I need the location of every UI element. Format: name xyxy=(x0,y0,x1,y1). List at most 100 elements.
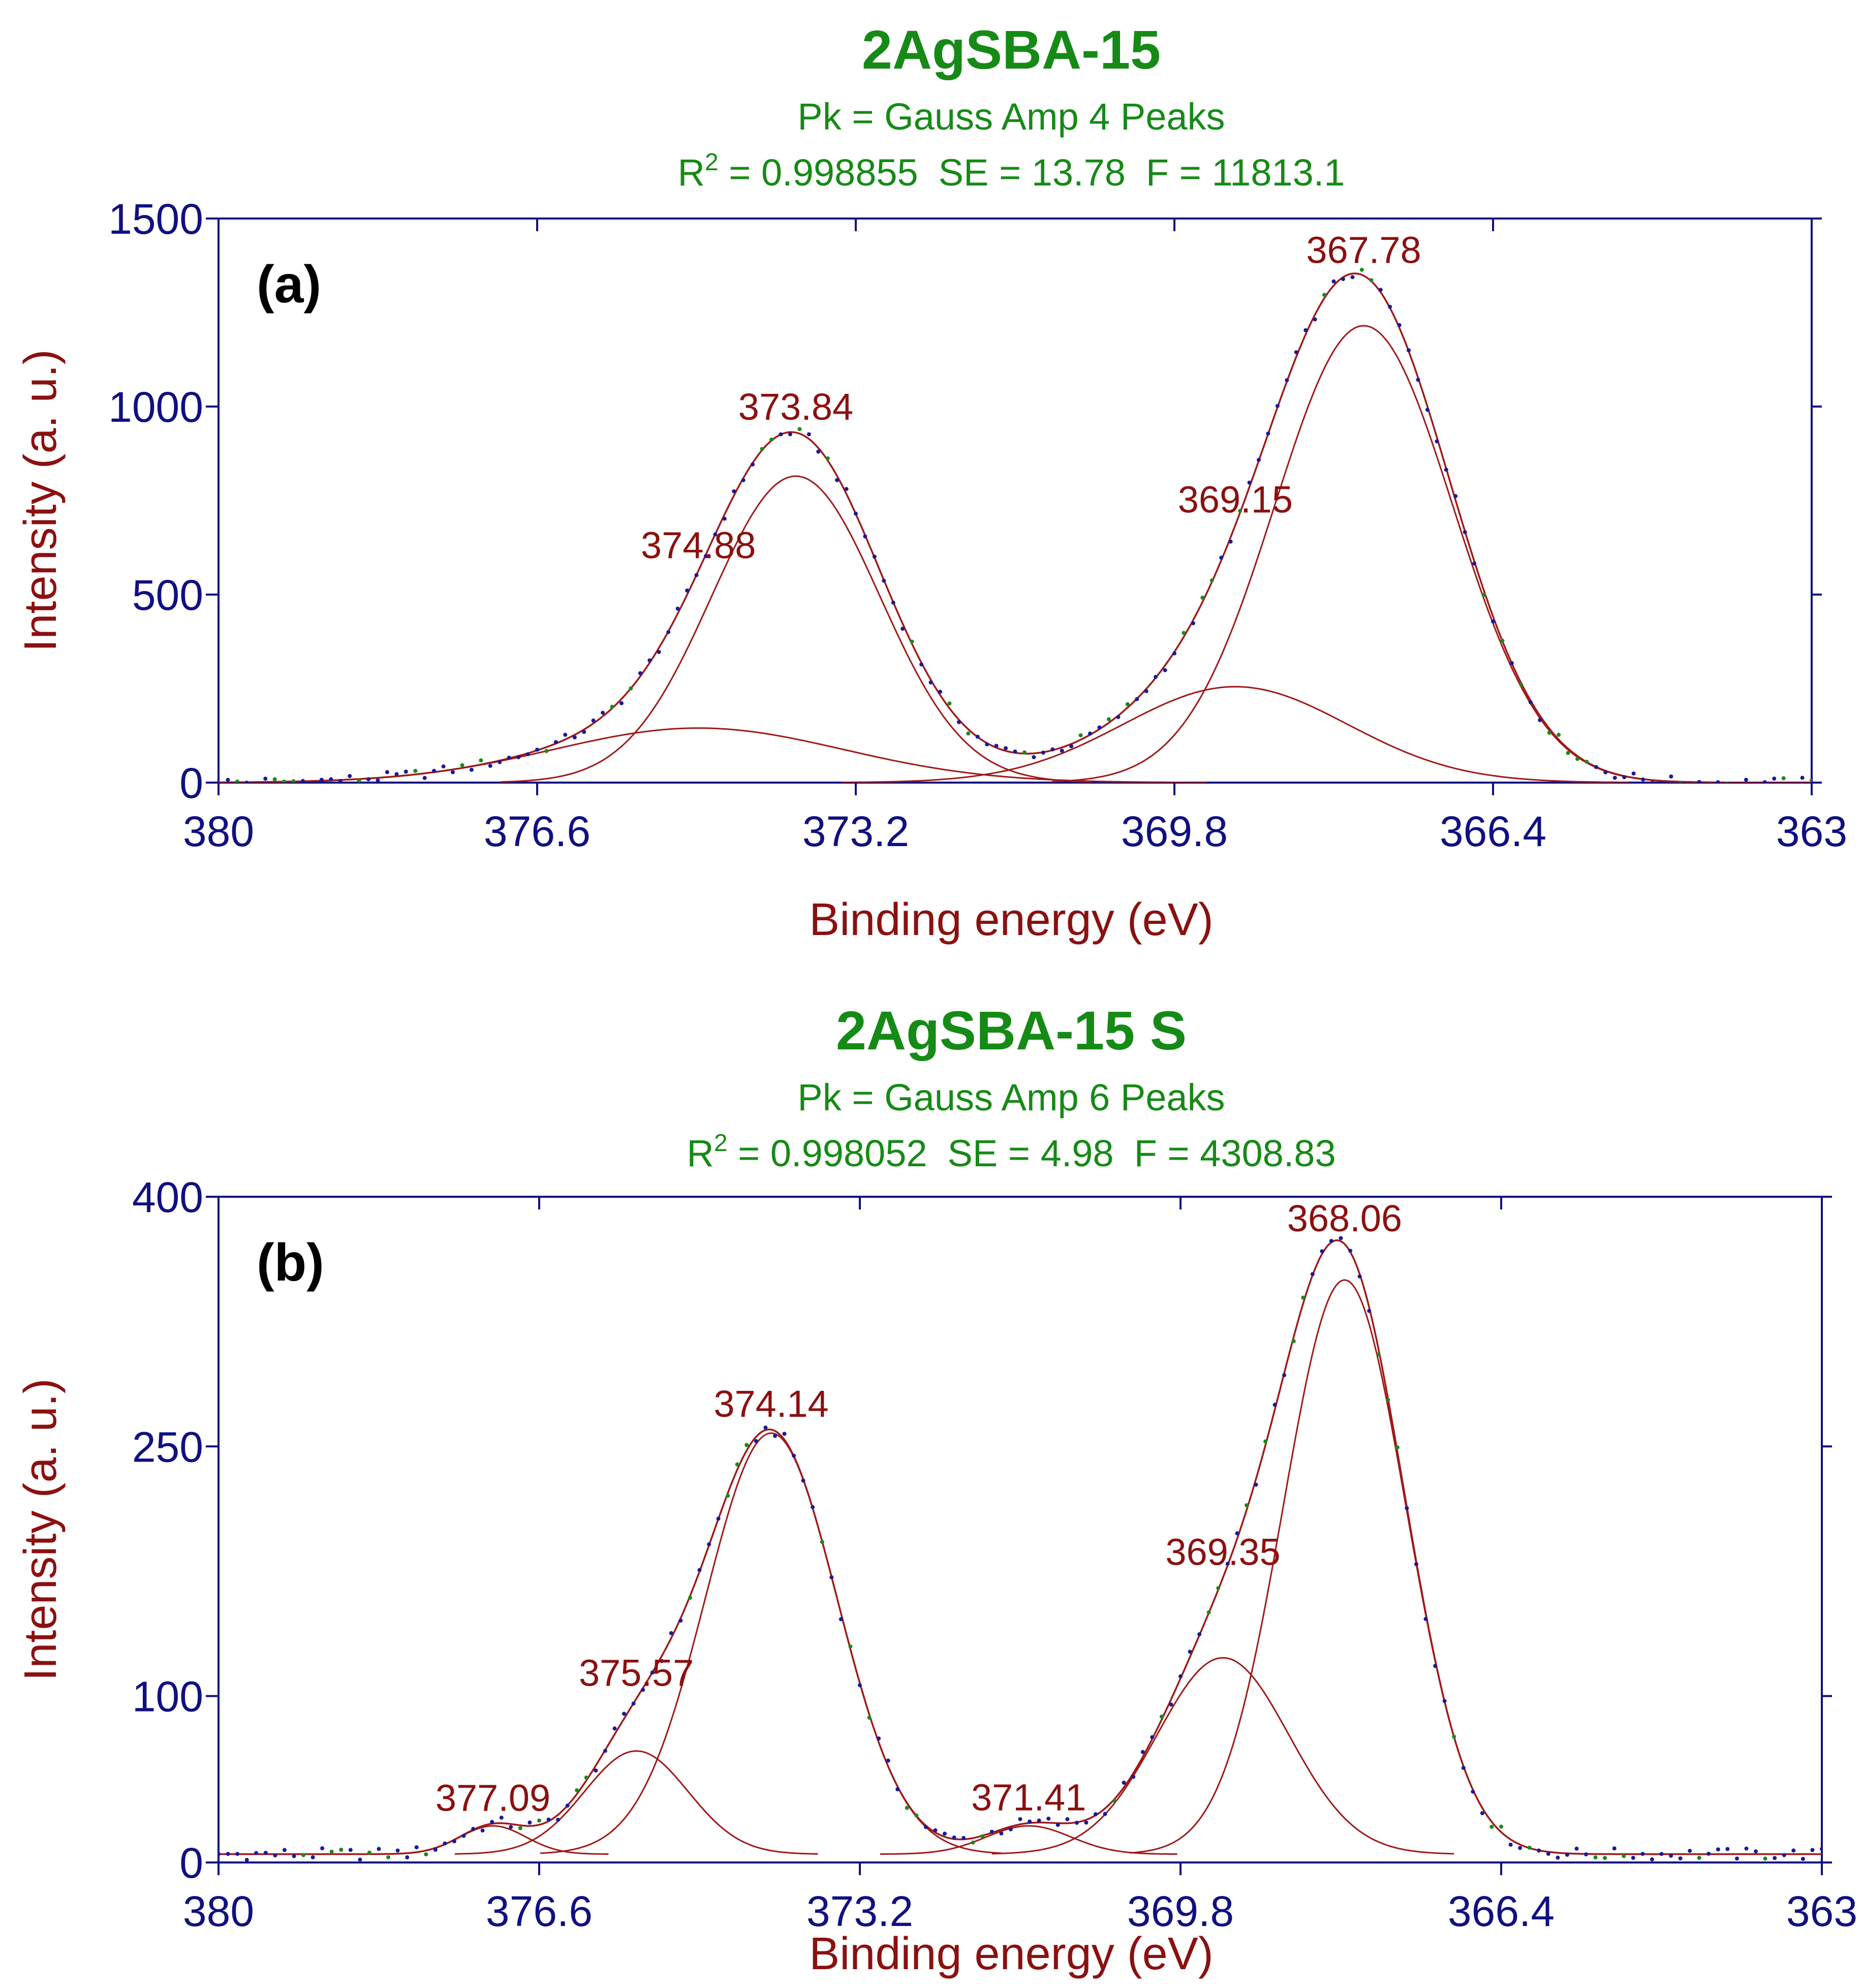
data-point xyxy=(751,462,755,467)
data-point xyxy=(882,578,886,583)
data-point xyxy=(1593,1855,1598,1859)
data-point xyxy=(631,1701,636,1706)
x-tick-label: 366.4 xyxy=(1448,1887,1555,1935)
data-point xyxy=(1088,731,1092,736)
data-point xyxy=(1254,1482,1258,1487)
data-point xyxy=(975,734,980,739)
data-point xyxy=(773,1434,777,1438)
data-point xyxy=(1820,1847,1822,1851)
data-point xyxy=(385,770,389,774)
data-point xyxy=(525,752,530,757)
data-point xyxy=(582,730,586,734)
data-point xyxy=(610,704,614,709)
data-point xyxy=(1266,431,1270,436)
data-point xyxy=(928,680,933,685)
data-point xyxy=(1716,780,1720,783)
data-point xyxy=(1566,751,1570,755)
data-point xyxy=(292,1854,296,1858)
se-value: SE = 13.78 xyxy=(939,151,1126,194)
data-point xyxy=(1631,1855,1635,1860)
data-point xyxy=(919,662,924,667)
data-point xyxy=(291,779,296,783)
data-point xyxy=(329,777,333,782)
data-point xyxy=(565,1804,570,1808)
chart-panel-b: 2AgSBA-15 S Pk = Gauss Amp 6 Peaks R2 = 0.… xyxy=(15,1000,1857,1979)
data-point xyxy=(1754,1849,1758,1854)
data-point xyxy=(319,778,324,782)
data-point xyxy=(1369,278,1374,283)
peak-label: 375.57 xyxy=(579,1652,694,1694)
data-point xyxy=(1556,1855,1560,1860)
data-point xyxy=(1631,771,1636,776)
data-point xyxy=(255,782,257,783)
data-point xyxy=(1423,1617,1428,1621)
data-point xyxy=(694,573,699,577)
data-point xyxy=(1388,304,1392,309)
x-tick-label: 369.8 xyxy=(1121,807,1228,855)
data-point xyxy=(1209,578,1214,583)
data-point xyxy=(1594,765,1598,769)
y-tick-label: 0 xyxy=(179,759,203,807)
data-point xyxy=(669,1631,673,1635)
fit-stats: R2 = 0.998855 SE = 13.78 F = 11813.1 xyxy=(678,149,1345,194)
peak-label: 369.35 xyxy=(1165,1531,1280,1573)
data-point xyxy=(1800,1857,1805,1861)
data-point xyxy=(254,1851,259,1855)
data-point xyxy=(1435,439,1439,444)
data-point xyxy=(1103,1812,1107,1816)
r2-value: = 0.998855 xyxy=(719,151,918,194)
data-point xyxy=(1735,784,1739,788)
data-point xyxy=(263,1851,268,1855)
data-point xyxy=(647,658,652,663)
data-point xyxy=(1235,1531,1239,1536)
x-tick-label: 366.4 xyxy=(1440,807,1546,855)
data-point xyxy=(1499,1824,1503,1829)
x-tick-label: 369.8 xyxy=(1127,1887,1234,1935)
data-point xyxy=(1301,1295,1306,1300)
data-point xyxy=(461,1834,466,1838)
data-point xyxy=(971,1840,975,1845)
data-point xyxy=(584,1775,588,1780)
data-point xyxy=(516,755,521,760)
data-point xyxy=(1263,1439,1267,1444)
data-point xyxy=(1461,1765,1466,1770)
data-point xyxy=(1425,408,1430,412)
data-point xyxy=(943,1831,947,1836)
data-point xyxy=(1500,638,1505,643)
data-point xyxy=(1791,784,1795,788)
data-point xyxy=(1735,1856,1739,1861)
data-point xyxy=(1650,1857,1654,1861)
data-point xyxy=(1416,378,1420,382)
data-point xyxy=(863,534,867,539)
data-point xyxy=(348,774,352,778)
data-point xyxy=(301,779,305,783)
data-point xyxy=(1022,750,1027,755)
data-point xyxy=(1519,682,1524,687)
data-point xyxy=(1331,279,1336,284)
data-point xyxy=(1359,267,1364,272)
data-point xyxy=(594,1768,598,1773)
data-point xyxy=(320,1846,325,1851)
y-tick-label: 1000 xyxy=(108,383,203,431)
data-point xyxy=(657,650,661,654)
data-point xyxy=(886,1758,890,1763)
data-point xyxy=(1481,593,1486,597)
data-point xyxy=(877,1736,881,1741)
data-point xyxy=(722,516,727,521)
f-value: F = 11813.1 xyxy=(1146,151,1345,194)
data-point xyxy=(1106,717,1111,722)
data-point xyxy=(741,478,746,482)
data-point xyxy=(1528,700,1533,704)
y-tick-label: 400 xyxy=(132,1173,203,1221)
data-point xyxy=(666,630,671,634)
data-point xyxy=(1018,1817,1022,1821)
data-point xyxy=(441,764,446,769)
data-point xyxy=(244,781,249,783)
data-point xyxy=(1622,1854,1626,1858)
data-point xyxy=(310,784,314,788)
data-point xyxy=(488,764,492,768)
chart-title: 2AgSBA-15 xyxy=(862,19,1161,80)
data-point xyxy=(1313,317,1317,322)
data-point xyxy=(872,554,877,559)
